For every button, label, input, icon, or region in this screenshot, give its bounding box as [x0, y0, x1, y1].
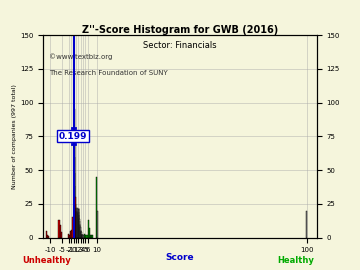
Bar — [92, 235, 94, 238]
Bar — [61, 232, 62, 238]
X-axis label: Score: Score — [166, 253, 194, 262]
Bar — [69, 235, 70, 238]
Bar — [96, 177, 97, 238]
Text: The Research Foundation of SUNY: The Research Foundation of SUNY — [49, 69, 167, 76]
Bar — [306, 211, 307, 238]
Bar — [59, 225, 61, 238]
Bar — [83, 235, 84, 238]
Bar — [97, 211, 98, 238]
Bar — [68, 234, 69, 238]
Bar — [72, 217, 73, 238]
Y-axis label: Number of companies (997 total): Number of companies (997 total) — [12, 84, 17, 189]
Bar — [87, 220, 89, 238]
Title: Z''-Score Histogram for GWB (2016): Z''-Score Histogram for GWB (2016) — [82, 25, 278, 35]
Bar — [58, 220, 59, 238]
Bar — [47, 235, 48, 238]
Bar — [91, 235, 92, 238]
Bar — [85, 235, 86, 238]
Text: Unhealthy: Unhealthy — [22, 256, 71, 265]
Bar — [86, 235, 87, 238]
Bar — [71, 230, 72, 238]
Text: Sector: Financials: Sector: Financials — [143, 41, 217, 50]
Bar — [84, 234, 85, 238]
Text: ©www.textbiz.org: ©www.textbiz.org — [49, 53, 112, 60]
Text: Healthy: Healthy — [277, 256, 314, 265]
Bar — [89, 228, 90, 238]
Bar — [45, 231, 47, 238]
Text: 0.199: 0.199 — [59, 132, 87, 141]
Bar — [70, 231, 71, 238]
Bar — [48, 236, 49, 238]
Bar — [90, 235, 91, 238]
